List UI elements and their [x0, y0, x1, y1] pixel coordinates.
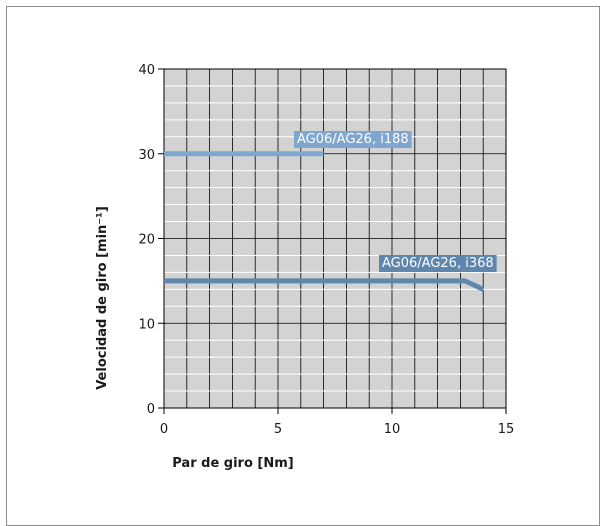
- x-tick-label: 10: [384, 422, 401, 437]
- x-tick-label: 5: [274, 422, 282, 437]
- series-line-2: [164, 278, 485, 292]
- tick-labels: 0 10 20 30 40 0 5 10 15: [138, 63, 514, 437]
- y-tick-label: 30: [138, 148, 155, 163]
- y-tick-label: 40: [138, 63, 155, 78]
- series-label-box-1: [294, 131, 412, 148]
- y-tick-label: 0: [147, 402, 155, 417]
- series-label-1: AG06/AG26, i188: [297, 132, 409, 147]
- series-group: AG06/AG26, i188 AG06/AG26, i368: [164, 131, 497, 292]
- grid: [164, 69, 506, 408]
- x-axis-label: Par de giro [Nm]: [172, 456, 293, 471]
- series-label-box-2: [379, 255, 497, 272]
- y-tick-label: 10: [138, 317, 155, 332]
- x-tick-label: 15: [498, 422, 515, 437]
- y-axis-label: Velocidad de giro [min⁻¹]: [95, 206, 110, 390]
- series-label-2: AG06/AG26, i368: [382, 256, 494, 271]
- y-tick-label: 20: [138, 233, 155, 248]
- x-tick-label: 0: [160, 422, 168, 437]
